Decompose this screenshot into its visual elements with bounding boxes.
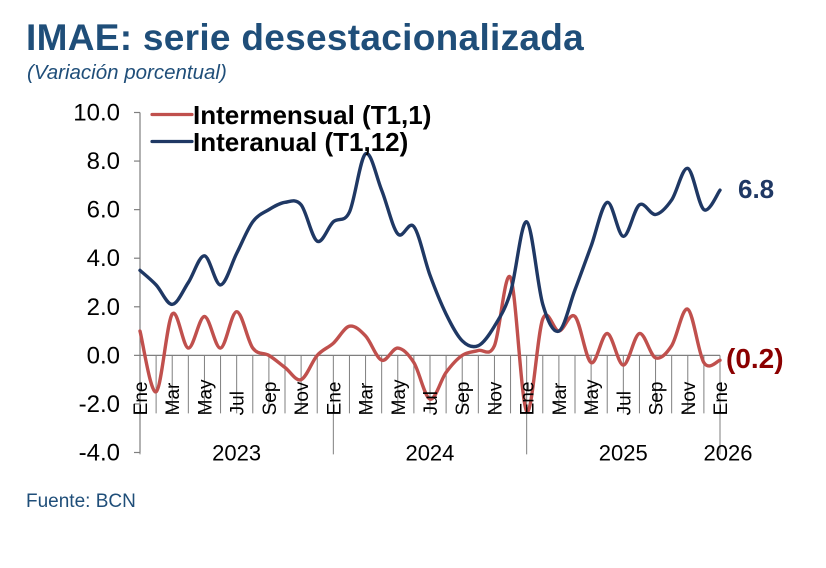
svg-text:-2.0: -2.0 — [79, 391, 120, 418]
svg-text:Ene: Ene — [131, 382, 152, 416]
svg-text:6.0: 6.0 — [87, 197, 120, 224]
svg-text:Jul: Jul — [421, 391, 442, 415]
svg-text:0.0: 0.0 — [87, 342, 120, 369]
svg-text:Sep: Sep — [453, 382, 474, 416]
svg-text:Intermensual (T1,1): Intermensual (T1,1) — [193, 100, 431, 130]
svg-text:Mar: Mar — [357, 382, 378, 415]
svg-text:Ene: Ene — [324, 382, 345, 416]
svg-text:Mar: Mar — [163, 382, 184, 415]
svg-text:6.8: 6.8 — [738, 174, 774, 204]
svg-text:Nov: Nov — [679, 381, 700, 415]
svg-text:May: May — [389, 379, 410, 415]
svg-text:Ene: Ene — [711, 382, 732, 416]
svg-text:2025: 2025 — [599, 440, 648, 465]
svg-text:-4.0: -4.0 — [79, 440, 120, 467]
svg-text:10.0: 10.0 — [73, 100, 120, 127]
svg-text:Jul: Jul — [228, 391, 249, 415]
svg-text:4.0: 4.0 — [87, 245, 120, 272]
svg-text:2026: 2026 — [704, 440, 753, 465]
svg-text:2024: 2024 — [405, 440, 454, 465]
svg-text:Nov: Nov — [485, 381, 506, 415]
svg-text:May: May — [195, 379, 216, 415]
svg-text:Ene: Ene — [518, 382, 539, 416]
svg-text:May: May — [582, 379, 603, 415]
svg-text:Interanual (T1,12): Interanual (T1,12) — [193, 127, 408, 157]
svg-text:2.0: 2.0 — [87, 294, 120, 321]
svg-text:Nov: Nov — [292, 381, 313, 415]
svg-text:Sep: Sep — [647, 382, 668, 416]
svg-text:2023: 2023 — [212, 440, 261, 465]
svg-text:Mar: Mar — [550, 382, 571, 415]
svg-text:Jul: Jul — [614, 391, 635, 415]
svg-text:Sep: Sep — [260, 382, 281, 416]
svg-text:(0.2): (0.2) — [726, 343, 784, 374]
svg-text:8.0: 8.0 — [87, 148, 120, 175]
